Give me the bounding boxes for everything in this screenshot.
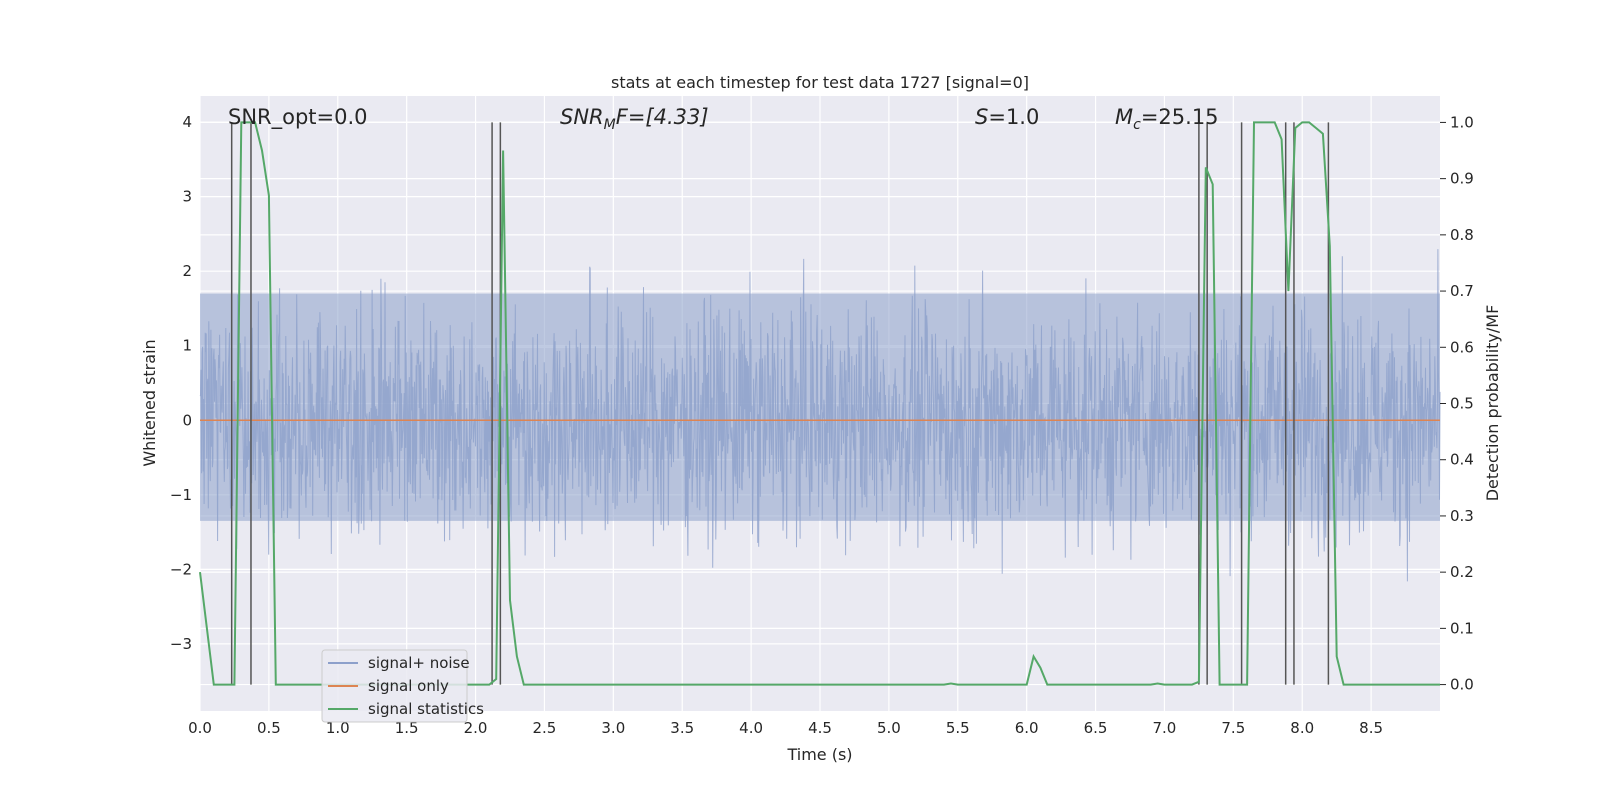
x-tick-7: 3.5 — [670, 719, 694, 737]
x-tick-13: 6.5 — [1084, 719, 1108, 737]
y-right-tick-0: 0.0 — [1450, 676, 1474, 694]
annotation-snr-opt: SNR_opt=0.0 — [228, 105, 368, 130]
x-tick-3: 1.5 — [395, 719, 419, 737]
annotation-mc: Mc=25.15 — [1115, 105, 1219, 133]
x-tick-1: 0.5 — [257, 719, 281, 737]
x-tick-6: 3.0 — [601, 719, 625, 737]
x-tick-10: 5.0 — [877, 719, 901, 737]
y-right-axis-label: Detection probability/MF — [1483, 305, 1502, 502]
y-left-axis-ticks: −3 −2 −1 0 1 2 3 4 — [170, 113, 192, 653]
x-axis-ticks: 0.0 0.5 1.0 1.5 2.0 2.5 3.0 3.5 4.0 4.5 5.0 5.5 6.0 6… — [188, 719, 1383, 737]
legend: signal+ noise signal only signal statist… — [321, 649, 484, 723]
noise-core-band — [200, 293, 1440, 521]
y-left-tick-5: 2 — [182, 262, 192, 280]
series-signal-statistics — [199, 121, 1440, 686]
y-right-tick-9: 0.9 — [1450, 170, 1474, 188]
y-right-tick-4: 0.4 — [1450, 451, 1474, 469]
legend-label-signal-statistics: signal statistics — [368, 700, 484, 718]
y-left-tick-7: 4 — [182, 113, 192, 131]
y-right-tick-8: 0.8 — [1450, 226, 1474, 244]
annotation-s: S=1.0 — [975, 105, 1039, 129]
legend-box — [321, 649, 468, 723]
x-tick-4: 2.0 — [464, 719, 488, 737]
x-tick-16: 8.0 — [1290, 719, 1314, 737]
y-left-tick-4: 1 — [182, 337, 192, 355]
x-tick-5: 2.5 — [533, 719, 557, 737]
y-left-tick-3: 0 — [182, 411, 192, 429]
y-right-tick-5: 0.5 — [1450, 395, 1474, 413]
y-right-tick-7: 0.7 — [1450, 282, 1474, 300]
y-left-axis-label: Whitened strain — [140, 339, 159, 466]
x-tick-9: 4.5 — [808, 719, 832, 737]
y-right-tick-3: 0.3 — [1450, 507, 1474, 525]
vertical-markers — [230, 122, 1330, 685]
x-axis-label: Time (s) — [786, 745, 852, 764]
y-left-tick-2: −1 — [170, 486, 192, 504]
x-tick-12: 6.0 — [1015, 719, 1039, 737]
x-tick-0: 0.0 — [188, 719, 212, 737]
x-tick-8: 4.0 — [739, 719, 763, 737]
y-left-tick-0: −3 — [170, 635, 192, 653]
y-right-tick-2: 0.2 — [1450, 563, 1474, 581]
y-right-tick-6: 0.6 — [1450, 338, 1474, 356]
x-tick-11: 5.5 — [946, 719, 970, 737]
x-tick-17: 8.5 — [1359, 719, 1383, 737]
legend-label-signal-only: signal only — [368, 677, 449, 695]
statistics-line — [199, 121, 1440, 686]
x-tick-2: 1.0 — [326, 719, 350, 737]
annotation-snr-mf: SNRMF=[4.33] — [560, 105, 709, 133]
y-right-axis-ticks: 0.0 0.1 0.2 0.3 0.4 0.5 0.6 0.7 0.8 0.9 1.0 — [1440, 113, 1474, 694]
y-left-tick-1: −2 — [170, 560, 192, 578]
y-right-tick-1: 0.1 — [1450, 619, 1474, 637]
y-left-tick-6: 3 — [182, 188, 192, 206]
x-tick-14: 7.0 — [1153, 719, 1177, 737]
legend-label-signal-noise: signal+ noise — [368, 654, 470, 672]
y-right-tick-10: 1.0 — [1450, 113, 1474, 131]
chart-title: stats at each timestep for test data 172… — [611, 73, 1029, 92]
x-tick-15: 7.5 — [1221, 719, 1245, 737]
series-signal-noise — [199, 249, 1441, 582]
